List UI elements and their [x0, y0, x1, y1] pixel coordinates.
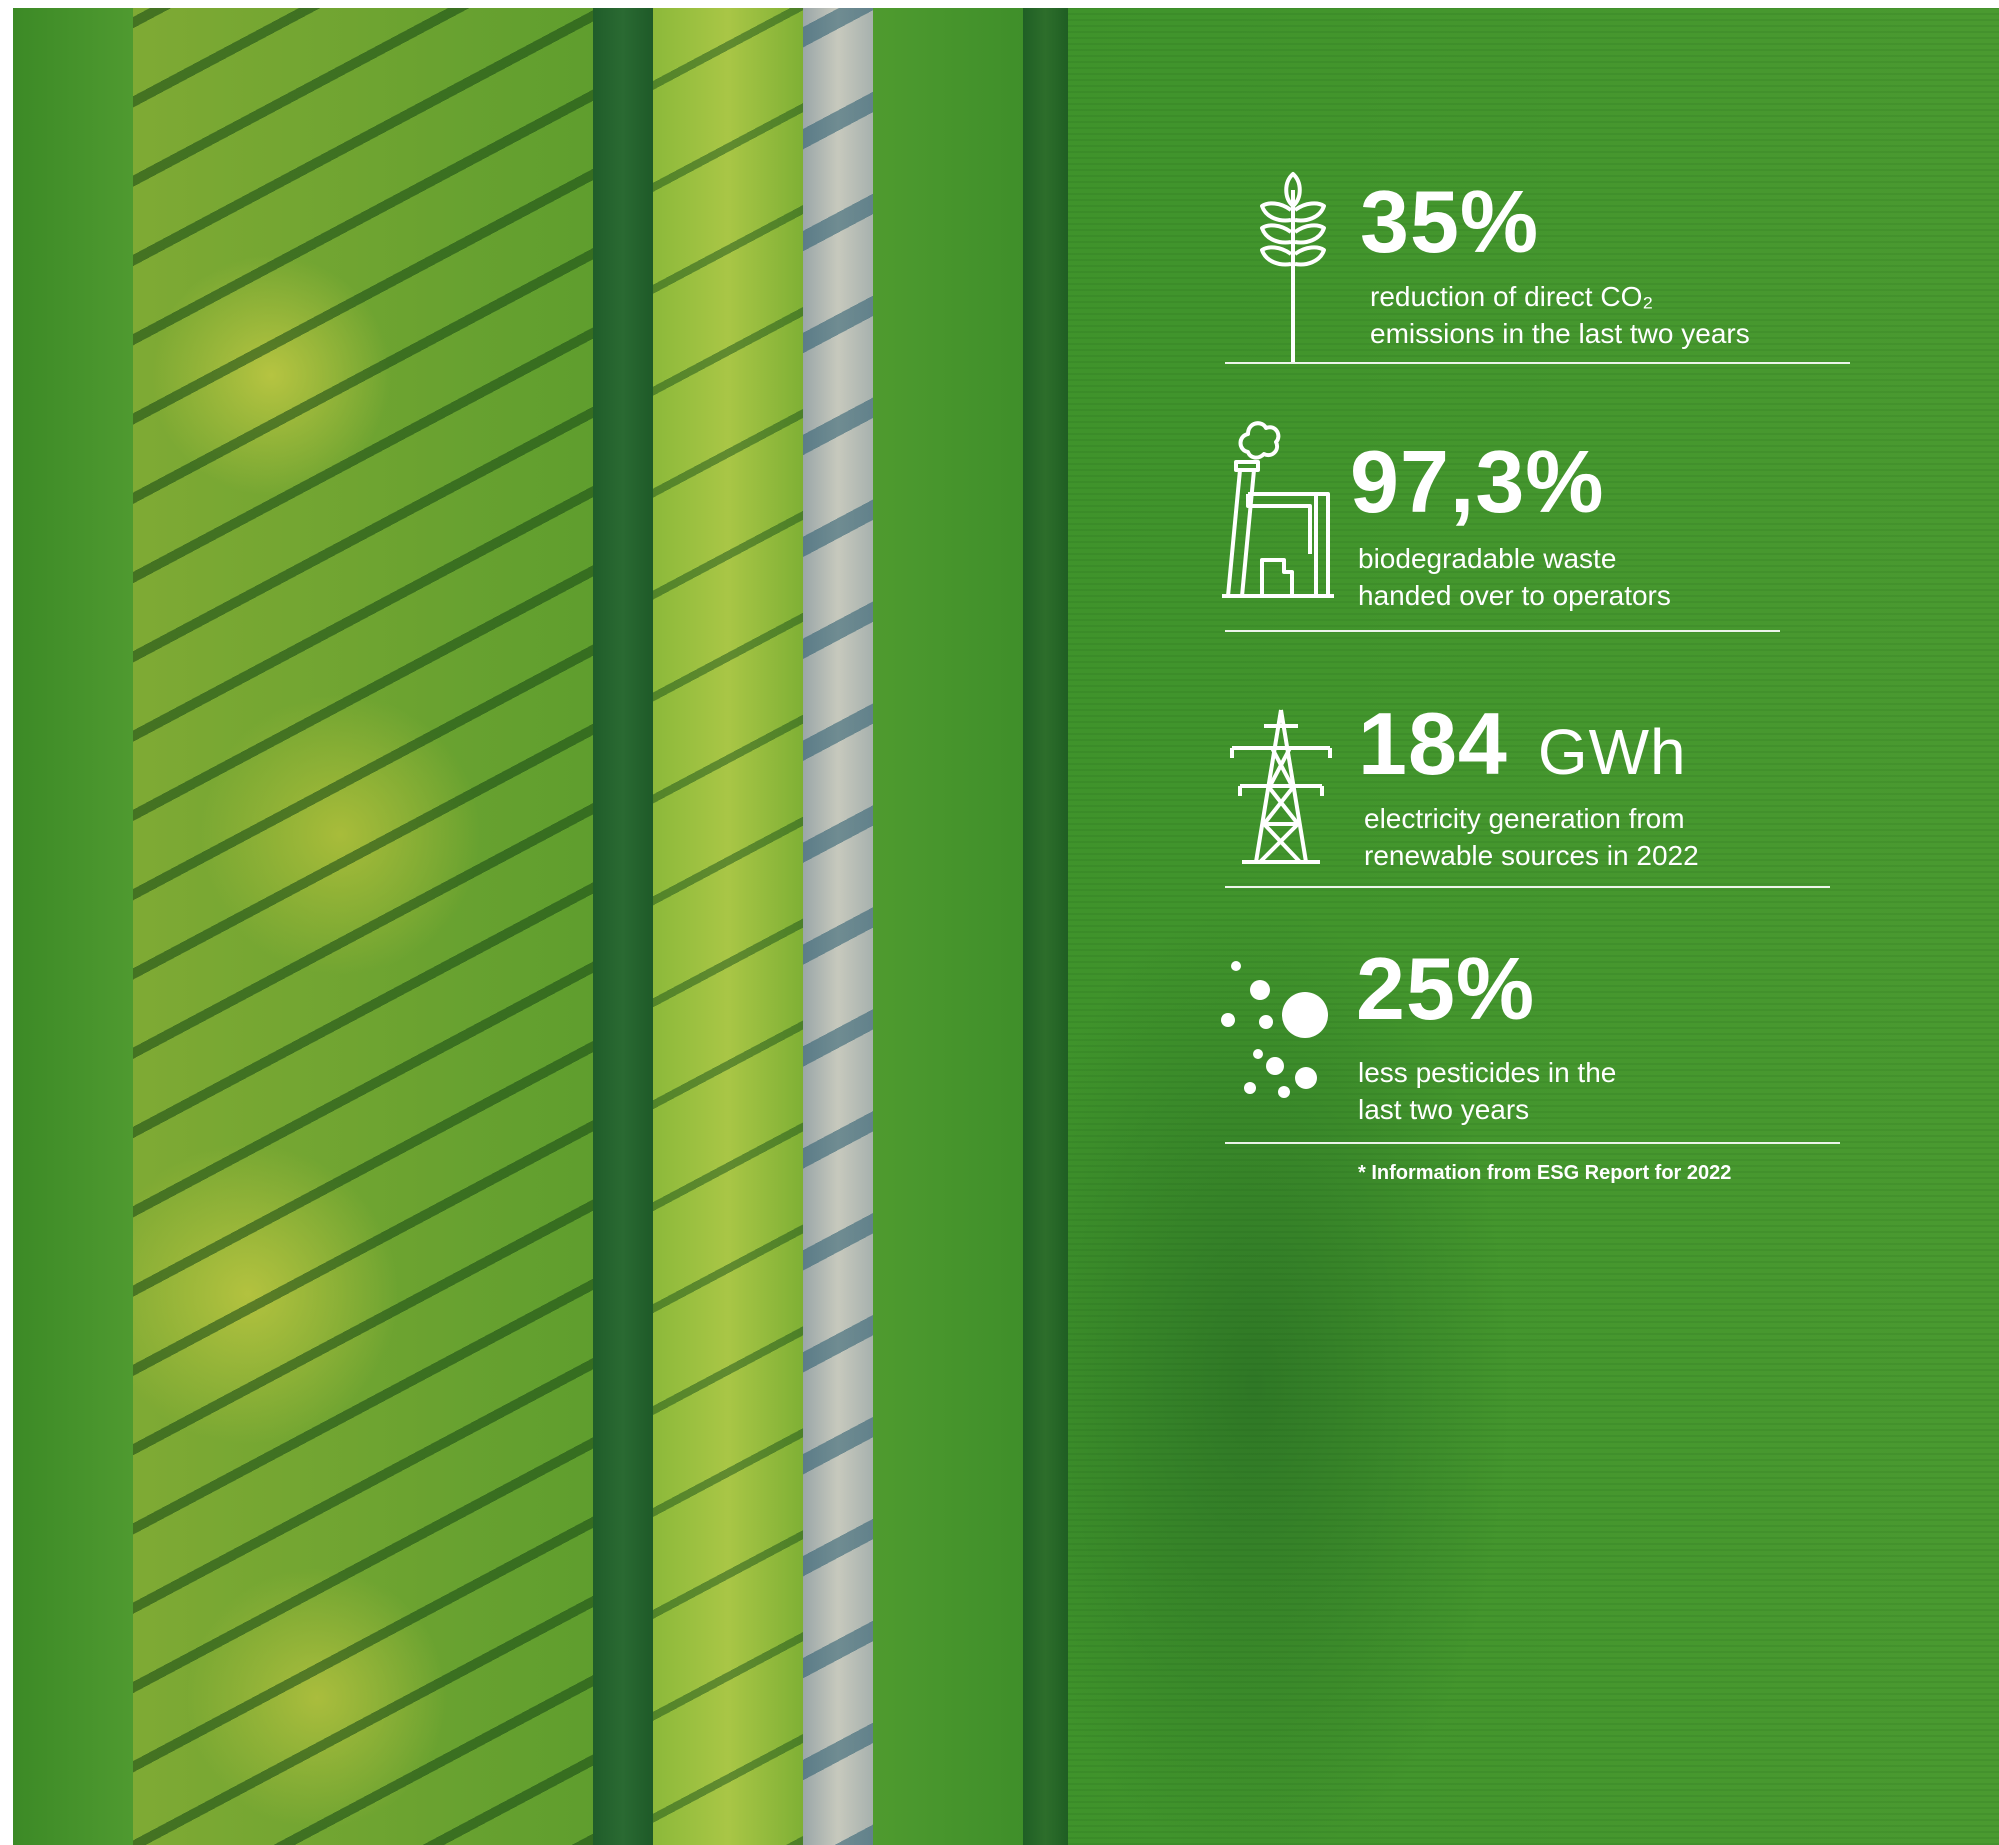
particles-icon: [1221, 961, 1328, 1098]
description-line: handed over to operators: [1358, 580, 1671, 611]
value-text: 25%: [1356, 939, 1536, 1038]
stat-description: electricity generation from renewable so…: [1364, 800, 1699, 874]
tree-row: [133, 8, 593, 1845]
description-line: less pesticides in the: [1358, 1057, 1617, 1088]
description-line: last two years: [1358, 1094, 1530, 1125]
value-text: 35%: [1360, 172, 1540, 271]
divider: [1225, 362, 1850, 364]
divider: [1225, 1142, 1840, 1144]
ditch: [593, 8, 653, 1845]
stat-value: 97,3%: [1350, 438, 1605, 526]
description-line: electricity generation from: [1364, 803, 1685, 834]
description-line: renewable sources in 2022: [1364, 840, 1699, 871]
divider: [1225, 886, 1830, 888]
crop-field: [1068, 8, 1999, 1845]
unit-text: GWh: [1537, 716, 1687, 788]
wheat-icon: [1260, 172, 1326, 362]
factory-icon: [1222, 421, 1334, 598]
divider: [1225, 630, 1780, 632]
stat-description: reduction of direct CO₂ emissions in the…: [1370, 278, 1750, 352]
value-text: 184: [1358, 694, 1508, 793]
stat-value: 25%: [1356, 945, 1535, 1033]
aerial-field-photo: [13, 8, 1999, 1845]
grass-strip: [13, 8, 133, 1845]
ditch: [1023, 8, 1068, 1845]
stat-description: less pesticides in the last two years: [1358, 1054, 1616, 1128]
power-tower-icon: [1230, 709, 1332, 864]
footnote: * Information from ESG Report for 2022: [1358, 1162, 1732, 1184]
stat-value: 184 GWh: [1358, 700, 1687, 788]
road: [803, 8, 873, 1845]
stat-value: 35%: [1360, 178, 1539, 266]
value-text: 97,3%: [1350, 432, 1605, 531]
description-line: emissions in the last two years: [1370, 318, 1750, 349]
stat-description: biodegradable waste handed over to opera…: [1358, 540, 1671, 614]
grass-strip: [873, 8, 1023, 1845]
yellow-grass-strip: [653, 8, 803, 1845]
description-line: biodegradable waste: [1358, 543, 1617, 574]
description-line: reduction of direct CO₂: [1370, 281, 1654, 312]
